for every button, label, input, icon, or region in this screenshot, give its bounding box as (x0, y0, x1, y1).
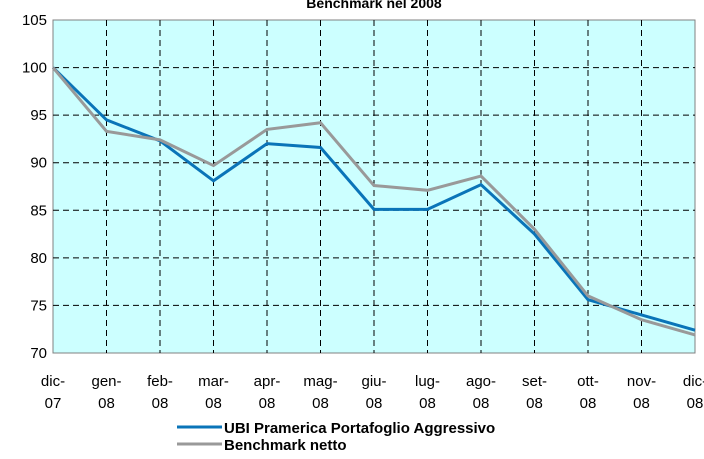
x-tick-label: mag-08 (303, 373, 337, 412)
x-tick-label: dic-07 (41, 373, 65, 412)
x-tick-label: nov-08 (627, 373, 656, 412)
x-tick-label: set-08 (522, 373, 547, 412)
chart-title: Benchmark nel 2008 (306, 0, 442, 11)
x-tick-label: gen-08 (91, 373, 121, 412)
y-tick-label: 70 (30, 345, 47, 362)
legend-label: UBI Pramerica Portafoglio Aggressivo (224, 420, 495, 437)
y-tick-label: 80 (30, 250, 47, 267)
x-tick-label: apr-08 (254, 373, 281, 412)
y-tick-label: 105 (22, 12, 47, 29)
y-tick-label: 90 (30, 155, 47, 172)
x-tick-label: giu-08 (361, 373, 386, 412)
x-tick-label: feb-08 (147, 373, 173, 412)
series-line (51, 66, 696, 337)
y-tick-label: 75 (30, 297, 47, 314)
y-tick-label: 85 (30, 202, 47, 219)
x-tick-label: mar-08 (198, 373, 229, 412)
x-tick-label: lug-08 (415, 373, 440, 412)
x-tick-label: dic-08 (683, 373, 704, 412)
x-tick-label: ago-08 (466, 373, 496, 412)
legend-label: Benchmark netto (224, 437, 347, 454)
y-tick-label: 100 (22, 60, 47, 77)
y-tick-label: 95 (30, 107, 47, 124)
x-tick-label: ott-08 (577, 373, 599, 412)
